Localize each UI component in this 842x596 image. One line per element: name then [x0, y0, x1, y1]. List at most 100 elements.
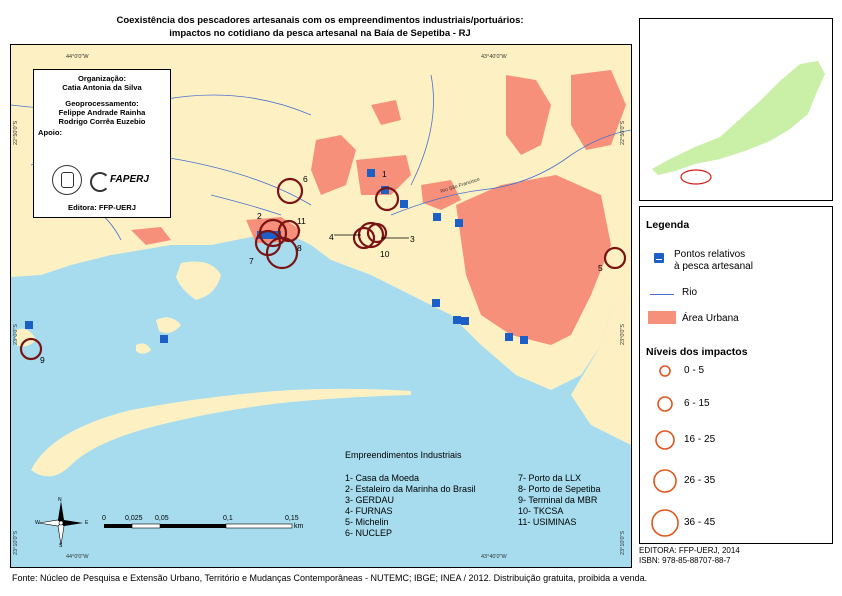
enterprise-item: 5- Michelin	[345, 517, 389, 527]
impact-circle	[374, 186, 400, 212]
coord-bottom-right: 43°40'0"W	[481, 554, 507, 560]
island-grande	[176, 261, 221, 300]
island-small1	[156, 317, 181, 333]
coord-top-right: 43°40'0"W	[481, 54, 507, 60]
impact-level-label: 36 - 45	[684, 517, 716, 528]
scale-unit: km	[294, 523, 304, 530]
fishing-point-icon	[25, 321, 33, 329]
legend-urban: Área Urbana	[682, 313, 739, 324]
scale-tick-0: 0	[102, 515, 106, 522]
site-number-11: 11	[297, 216, 306, 226]
coord-right-bottom: 23°10'0"S	[620, 530, 626, 555]
enterprise-item: 4- FURNAS	[345, 506, 393, 516]
enterprise-item: 9- Terminal da MBR	[518, 495, 598, 505]
compass-n: N	[58, 497, 62, 503]
fishing-point-icon	[265, 231, 273, 239]
fishing-point-icon	[455, 219, 463, 227]
support-label: Apoio:	[38, 128, 63, 137]
impacts-title: Níveis dos impactos	[646, 346, 748, 358]
legend-points-1: Pontos relativos	[674, 249, 746, 260]
enterprise-item: 1- Casa da Moeda	[345, 473, 420, 483]
editor-label: Editora: FFP-UERJ	[68, 203, 136, 212]
impact-level-circle	[659, 365, 671, 377]
enterprise-item: 6- NUCLEP	[345, 528, 393, 538]
legend-river: Rio	[682, 287, 698, 298]
edit-info: EDITORA: FFP-UERJ, 2014 ISBN: 978-85-887…	[639, 546, 740, 566]
coord-right-mid: 23°0'0"S	[620, 323, 626, 345]
fishing-point-icon	[433, 213, 441, 221]
impact-circle	[19, 337, 43, 361]
scale-tick-3: 0,1	[223, 515, 233, 522]
fishing-point-icon	[453, 316, 461, 324]
site-number-9: 9	[40, 355, 45, 365]
coord-bottom-left: 44°0'0"W	[66, 554, 89, 560]
impact-level-circle	[655, 430, 675, 450]
coord-top-left: 44°0'0"W	[66, 54, 89, 60]
compass-s: S	[59, 543, 63, 549]
compass-e: E	[85, 520, 89, 526]
fishing-point-icon	[461, 317, 469, 325]
enterprise-item: 11- USIMINAS	[518, 517, 577, 527]
impact-level-label: 0 - 5	[684, 365, 705, 376]
inset-map	[639, 18, 833, 201]
island-small2	[136, 343, 151, 354]
compass-w: W	[35, 520, 40, 526]
enterprise-item: 2- Estaleiro da Marinha do Brasil	[345, 484, 476, 494]
river-swatch	[650, 294, 674, 295]
impact-level-label: 6 - 15	[684, 398, 710, 409]
faperj-logo: FAPERJ	[90, 170, 162, 192]
coord-left-bottom2: 23°10'0"S	[13, 530, 19, 555]
urban-swatch	[648, 311, 676, 324]
scale-tick-4: 0,15	[285, 515, 299, 522]
site-number-3: 3	[410, 234, 415, 244]
coord-left-bottom: 23°0'0"S	[13, 323, 19, 345]
site-number-4: 4	[329, 232, 334, 242]
enterprise-item: 7- Porto da LLX	[518, 473, 582, 483]
impact-level-circle	[651, 509, 679, 537]
impact-level-label: 16 - 25	[684, 434, 716, 445]
fishing-point-icon	[520, 336, 528, 344]
geo-name-2: Rodrigo Corrêa Euzebio	[58, 117, 146, 126]
fishing-point-icon	[432, 299, 440, 307]
impact-circle	[366, 222, 388, 244]
fishing-point-icon	[654, 253, 664, 263]
scale-tick-2: 0,05	[155, 515, 169, 522]
site-number-7: 7	[249, 256, 254, 266]
fishing-point-icon	[505, 333, 513, 341]
map-title-line1: Coexistência dos pescadores artesanais c…	[116, 15, 524, 26]
impact-circle	[352, 226, 376, 250]
site-number-10: 10	[380, 249, 390, 259]
site-number-2: 2	[257, 211, 262, 221]
fishing-point-icon	[381, 186, 389, 194]
uerj-logo	[52, 165, 82, 195]
map-title-line2: impactos no cotidiano da pesca artesanal…	[169, 28, 471, 39]
site-number-5: 5	[598, 263, 603, 273]
enterprise-item: 8- Porto de Sepetiba	[518, 484, 601, 494]
edit-isbn: ISBN: 978-85-88707-88-7	[639, 556, 731, 565]
impact-level-circle	[657, 396, 673, 412]
impact-circle	[603, 246, 627, 270]
geo-label: Geoprocessamento:	[65, 99, 139, 108]
legend-title: Legenda	[646, 219, 690, 231]
edit-publisher: EDITORA: FFP-UERJ, 2014	[639, 546, 740, 555]
enterprises-list: Empreendimentos Industriais 1- Casa da M…	[340, 450, 615, 545]
island-west	[16, 328, 36, 347]
source-footer: Fonte: Núcleo de Pesquisa e Extensão Urb…	[12, 573, 648, 583]
enterprises-title: Empreendimentos Industriais	[345, 450, 462, 460]
fishing-point-icon	[400, 200, 408, 208]
coord-left-top: 22°50'0"S	[13, 120, 19, 145]
scale-bar	[104, 523, 293, 529]
scale-tick-1: 0,025	[125, 515, 143, 522]
east-coast	[571, 295, 631, 445]
main-map: Rio São Francisco 1 2 3 4 5 6 7 8 9 10 1…	[10, 44, 632, 568]
impact-circle	[277, 219, 301, 243]
credits-box: Organização: Catia Antonia da Silva Geop…	[33, 69, 171, 218]
legend-points-2: à pesca artesanal	[674, 261, 753, 272]
fishing-point-icon	[367, 169, 375, 177]
compass-rose-icon	[38, 501, 83, 546]
impact-circle	[276, 177, 304, 205]
org-name: Catia Antonia da Silva	[62, 83, 142, 92]
fishing-point-icon	[160, 335, 168, 343]
site-number-1: 1	[382, 169, 387, 179]
org-label: Organização:	[77, 74, 127, 83]
